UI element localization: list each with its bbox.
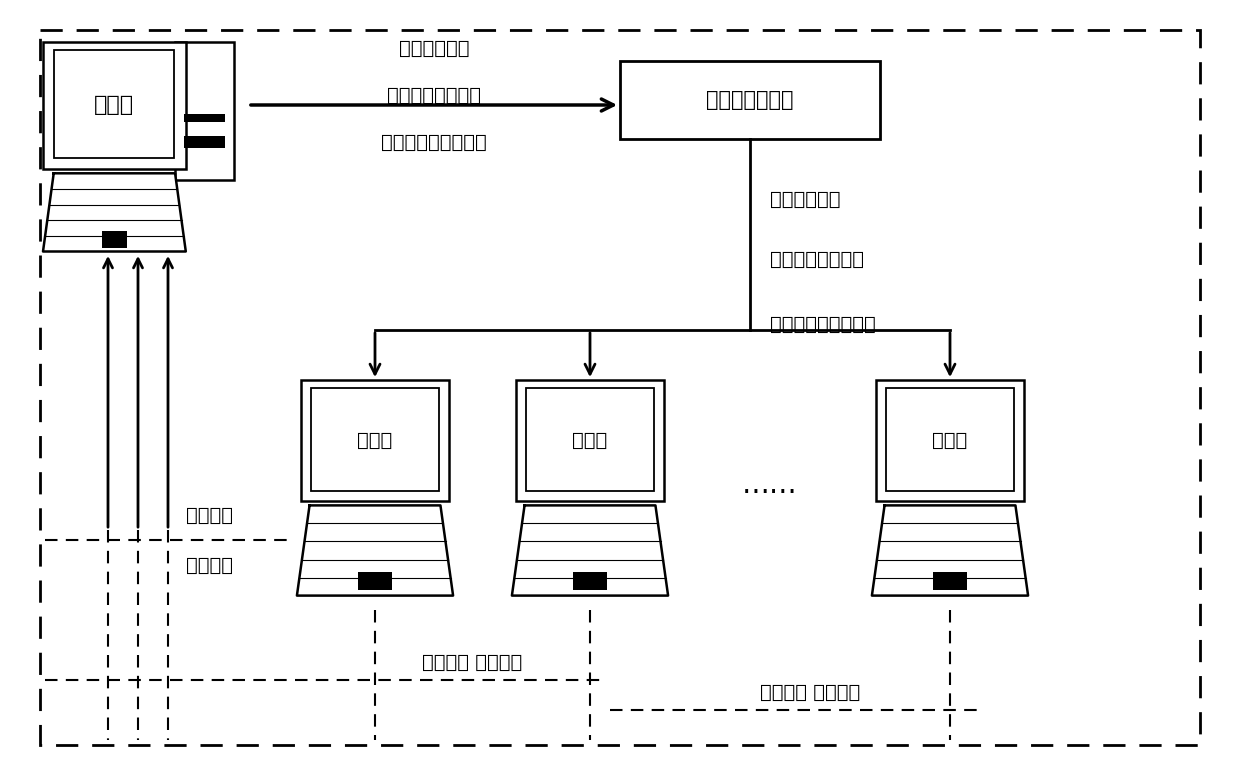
Polygon shape xyxy=(512,505,668,596)
Bar xyxy=(886,388,1014,491)
Text: 测试船的航行信息: 测试船的航行信息 xyxy=(387,85,481,104)
Bar xyxy=(515,380,664,501)
Bar xyxy=(572,572,607,590)
Text: 操作指令: 操作指令 xyxy=(186,555,233,574)
Bar xyxy=(102,231,128,248)
Text: 信息传递中转站: 信息传递中转站 xyxy=(706,90,794,110)
Bar xyxy=(43,42,186,169)
Bar xyxy=(55,50,175,159)
Text: 服务器: 服务器 xyxy=(94,95,135,116)
Polygon shape xyxy=(43,173,186,252)
Bar xyxy=(185,136,225,149)
Text: 客户端: 客户端 xyxy=(933,431,968,450)
Bar xyxy=(933,572,968,590)
Text: 障碍船航行信息列表: 障碍船航行信息列表 xyxy=(769,314,876,334)
Text: 测试船的航行信息: 测试船的航行信息 xyxy=(769,249,864,268)
Text: 选择指令 操作指令: 选择指令 操作指令 xyxy=(422,653,523,671)
Bar xyxy=(876,380,1025,501)
Bar xyxy=(185,114,225,122)
Text: 测试场景信息: 测试场景信息 xyxy=(769,189,840,209)
Bar xyxy=(301,380,450,501)
Text: 测试场景信息: 测试场景信息 xyxy=(399,38,470,58)
Bar xyxy=(175,42,234,180)
Polygon shape xyxy=(297,505,453,596)
Text: 客户端: 客户端 xyxy=(572,431,607,450)
Bar xyxy=(358,572,393,590)
Text: 选择指令: 选择指令 xyxy=(186,505,233,525)
Text: 客户端: 客户端 xyxy=(357,431,393,450)
Text: 选择指令 操作指令: 选择指令 操作指令 xyxy=(760,683,860,702)
Text: 障碍船航行信息列表: 障碍船航行信息列表 xyxy=(382,133,487,152)
Text: ……: …… xyxy=(742,471,798,499)
Polygon shape xyxy=(872,505,1028,596)
Bar xyxy=(311,388,439,491)
Bar xyxy=(527,388,654,491)
Bar xyxy=(620,61,880,139)
